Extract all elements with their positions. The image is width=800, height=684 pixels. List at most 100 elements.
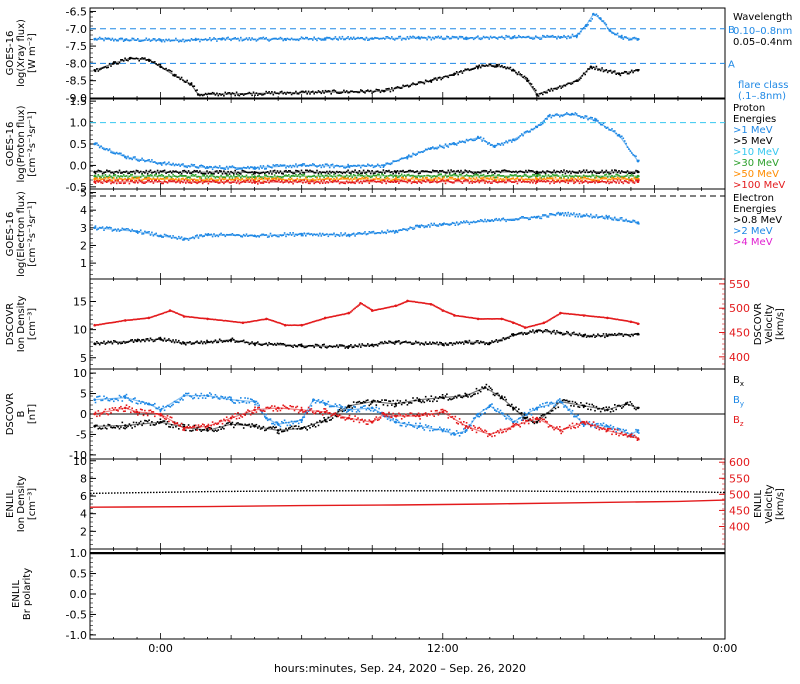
data-point — [287, 165, 289, 167]
data-point — [548, 412, 550, 414]
data-point — [263, 234, 265, 236]
data-point — [148, 180, 150, 182]
right-ytick-label: 400 — [729, 351, 750, 364]
data-point — [476, 138, 478, 140]
data-point — [494, 36, 496, 38]
data-point — [311, 423, 313, 425]
data-point — [282, 179, 284, 181]
data-point — [591, 172, 593, 174]
data-point — [508, 219, 510, 221]
data-point — [635, 156, 637, 158]
data-point — [476, 181, 478, 183]
data-point — [153, 341, 155, 343]
data-point — [436, 342, 438, 344]
data-point — [123, 427, 125, 429]
data-point — [424, 37, 426, 39]
data-point — [219, 182, 221, 184]
data-point — [459, 141, 461, 143]
data-point — [477, 136, 480, 139]
data-point — [604, 174, 606, 176]
data-point — [480, 67, 482, 69]
data-point — [130, 231, 132, 233]
data-point — [558, 180, 560, 182]
data-point — [285, 345, 287, 347]
data-point — [512, 138, 515, 141]
data-point — [270, 93, 272, 95]
data-point — [318, 37, 320, 39]
data-point — [508, 320, 510, 322]
data-point — [98, 38, 100, 40]
data-point — [500, 220, 502, 222]
data-point — [599, 316, 601, 318]
data-point — [323, 234, 325, 236]
data-point — [566, 400, 568, 402]
data-point — [294, 173, 296, 175]
data-point — [216, 430, 218, 432]
data-point — [274, 177, 276, 179]
data-point — [168, 426, 170, 428]
data-point — [167, 177, 169, 179]
data-point — [419, 172, 421, 174]
data-point — [369, 170, 371, 172]
data-point — [603, 177, 605, 179]
data-point — [168, 171, 170, 173]
data-point — [325, 347, 327, 349]
data-point — [247, 235, 249, 237]
data-point — [201, 177, 203, 179]
data-point — [194, 238, 196, 240]
data-point — [570, 405, 572, 407]
data-point — [617, 220, 619, 222]
data-point — [555, 172, 557, 174]
data-point — [531, 129, 533, 131]
data-point — [361, 37, 363, 39]
data-point — [493, 220, 495, 222]
data-point — [637, 171, 640, 174]
data-point — [440, 180, 442, 182]
data-point — [469, 177, 471, 179]
data-point — [442, 309, 445, 312]
data-point — [371, 180, 373, 182]
data-point — [131, 58, 133, 60]
data-point — [352, 38, 354, 40]
data-point — [607, 176, 609, 178]
data-point — [481, 220, 483, 222]
data-point — [244, 167, 246, 169]
data-point — [543, 180, 545, 182]
data-point — [473, 181, 475, 183]
data-point — [637, 160, 640, 163]
data-point — [594, 69, 596, 71]
data-point — [106, 181, 108, 183]
data-point — [130, 171, 132, 173]
data-point — [140, 58, 142, 60]
data-point — [329, 419, 331, 421]
data-point — [398, 340, 400, 342]
data-point — [302, 91, 304, 93]
data-point — [374, 344, 376, 346]
data-point — [609, 29, 612, 32]
data-point — [165, 312, 167, 314]
data-point — [220, 94, 222, 96]
data-point — [510, 171, 512, 173]
data-point — [312, 178, 314, 180]
data-point — [522, 216, 524, 218]
data-point — [416, 178, 418, 180]
data-point — [164, 170, 166, 172]
data-point — [167, 235, 169, 237]
data-point — [601, 317, 603, 319]
data-point — [377, 181, 379, 183]
data-point — [534, 325, 536, 327]
data-point — [486, 221, 488, 223]
data-point — [600, 178, 602, 180]
data-point — [232, 92, 234, 94]
data-point — [477, 340, 479, 342]
data-point — [378, 38, 380, 40]
data-point — [426, 177, 428, 179]
data-point — [541, 177, 543, 179]
data-point — [589, 336, 591, 338]
data-point — [186, 177, 188, 179]
data-point — [138, 179, 140, 181]
data-point — [115, 341, 117, 343]
data-point — [496, 218, 498, 220]
data-point — [170, 180, 172, 182]
data-point — [93, 38, 96, 41]
